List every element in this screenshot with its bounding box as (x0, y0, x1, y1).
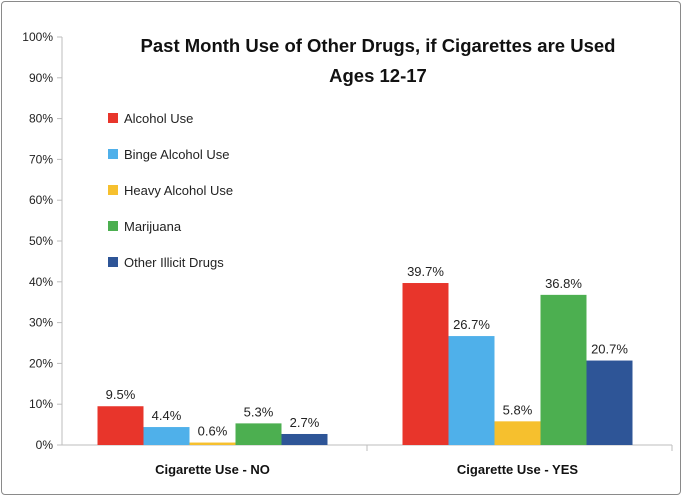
bar (97, 406, 144, 445)
data-label: 5.3% (244, 404, 274, 419)
y-tick-label: 30% (29, 316, 53, 330)
bar (448, 336, 495, 445)
data-label: 36.8% (545, 276, 582, 291)
bar (540, 294, 587, 445)
legend-swatch (108, 185, 118, 195)
data-label: 5.8% (503, 402, 533, 417)
y-tick-label: 60% (29, 193, 53, 207)
x-category-label: Cigarette Use - YES (457, 462, 578, 477)
bars (97, 283, 633, 445)
data-label: 4.4% (152, 408, 182, 423)
y-tick-label: 20% (29, 356, 53, 370)
data-label: 26.7% (453, 317, 490, 332)
legend-label: Alcohol Use (124, 111, 193, 126)
legend-label: Marijuana (124, 219, 182, 234)
data-labels: 9.5% 4.4% 0.6% 5.3% 2.7% 39.7% 26.7% 5.8% 36.8% 2… (106, 264, 629, 439)
bar (281, 433, 328, 445)
y-tick-label: 90% (29, 71, 53, 85)
y-tick-label: 100% (22, 30, 53, 44)
chart-subtitle: Ages 12-17 (329, 65, 427, 86)
legend-swatch (108, 149, 118, 159)
axes: 0% 10% 20% 30% 40% 50% 60% 70% 80% 90% 100% Cigaret… (22, 30, 673, 477)
data-label: 0.6% (198, 424, 228, 439)
legend-label: Other Illicit Drugs (124, 255, 224, 270)
bar (235, 423, 282, 445)
data-label: 39.7% (407, 264, 444, 279)
legend-label: Binge Alcohol Use (124, 147, 230, 162)
legend-label: Heavy Alcohol Use (124, 183, 233, 198)
bar (143, 427, 190, 445)
data-label: 20.7% (591, 342, 628, 357)
legend-swatch (108, 221, 118, 231)
x-category-label: Cigarette Use - NO (155, 462, 270, 477)
bar (402, 283, 449, 445)
legend-swatch (108, 257, 118, 267)
chart-title: Past Month Use of Other Drugs, if Cigare… (141, 35, 616, 56)
y-tick-label: 10% (29, 397, 53, 411)
data-label: 2.7% (290, 415, 320, 430)
y-tick-label: 70% (29, 152, 53, 166)
legend-swatch (108, 113, 118, 123)
y-tick-label: 0% (36, 438, 54, 452)
bar (494, 421, 541, 445)
legend: Alcohol Use Binge Alcohol Use Heavy Alcoho… (108, 111, 233, 270)
y-tick-label: 80% (29, 112, 53, 126)
y-tick-label: 40% (29, 275, 53, 289)
bar (189, 442, 236, 445)
bar (586, 360, 633, 445)
data-label: 9.5% (106, 387, 136, 402)
y-tick-label: 50% (29, 234, 53, 248)
